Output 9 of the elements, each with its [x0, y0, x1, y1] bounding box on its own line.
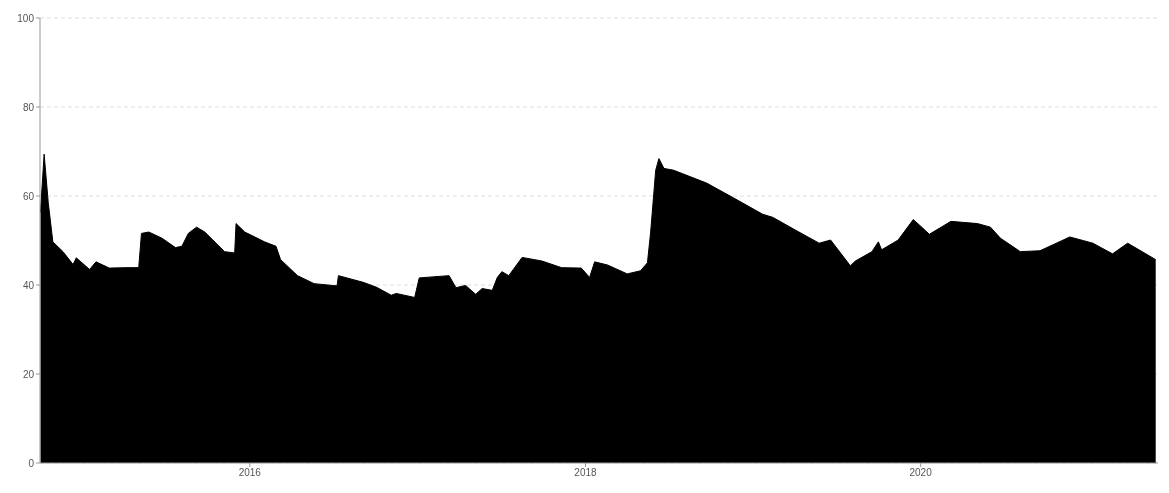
y-tick-label: 100: [17, 12, 35, 24]
y-tick-label: 0: [28, 457, 35, 469]
y-tick-label: 40: [22, 279, 35, 291]
y-tick-label: 20: [22, 368, 35, 380]
y-tick-label: 80: [22, 101, 35, 113]
y-tick-label: 60: [22, 190, 35, 202]
x-tick-label: 2016: [238, 467, 262, 479]
x-tick-label: 2020: [909, 467, 933, 479]
x-tick-label: 2018: [574, 467, 598, 479]
